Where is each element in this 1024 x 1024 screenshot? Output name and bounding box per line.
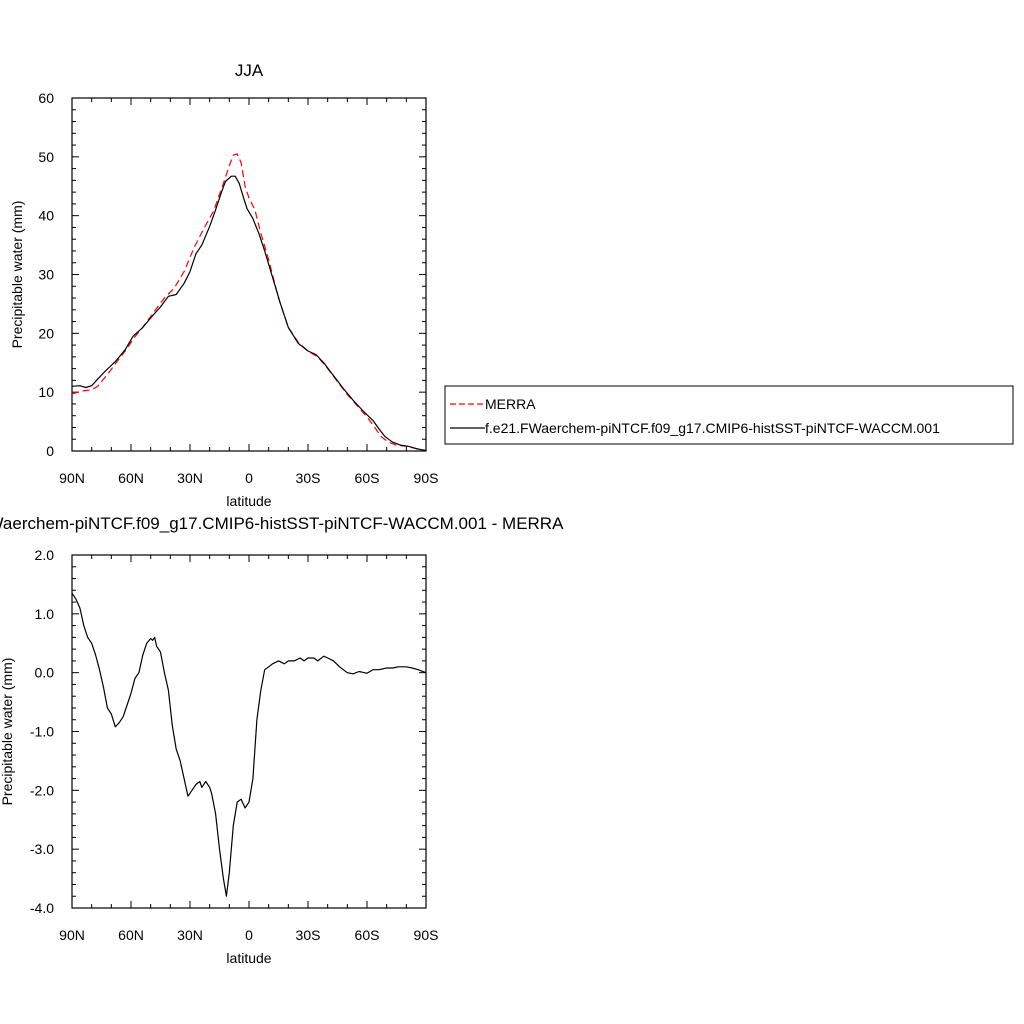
y-tick-label: -4.0 xyxy=(30,900,54,916)
x-tick-label: 30S xyxy=(296,470,321,486)
x-tick-label: 30N xyxy=(177,470,203,486)
x-tick-label: 60S xyxy=(355,927,380,943)
plot-frame xyxy=(71,97,427,452)
x-axis-label: latitude xyxy=(226,950,271,966)
y-tick-label: 60 xyxy=(38,90,54,106)
x-tick-label: 90N xyxy=(59,470,85,486)
x-tick-label: 0 xyxy=(245,470,253,486)
legend-entry: f.e21.FWaerchem-piNTCF.f09_g17.CMIP6-his… xyxy=(485,420,940,436)
x-tick-label: 30N xyxy=(177,927,203,943)
y-tick-label: -2.0 xyxy=(30,782,54,798)
legend-box xyxy=(444,385,1014,445)
legend-entry: MERRA xyxy=(485,396,536,412)
y-tick-label: -1.0 xyxy=(30,724,54,740)
x-axis-label: latitude xyxy=(226,493,271,509)
y-axis-label: Precipitable water (mm) xyxy=(0,658,15,806)
x-tick-label: 90S xyxy=(414,470,439,486)
y-tick-label: 50 xyxy=(38,149,54,165)
x-tick-label: 90S xyxy=(414,927,439,943)
y-tick-label: 30 xyxy=(38,267,54,283)
plot-frame xyxy=(71,554,427,909)
x-tick-label: 60N xyxy=(118,927,144,943)
bottom-panel: f.e21.FWaerchem-piNTCF.f09_g17.CMIP6-his… xyxy=(0,514,564,966)
legend: MERRA f.e21.FWaerchem-piNTCF.f09_g17.CMIP… xyxy=(444,385,1014,445)
chart-title: f.e21.FWaerchem-piNTCF.f09_g17.CMIP6-his… xyxy=(0,514,564,533)
y-axis-label: Precipitable water (mm) xyxy=(9,201,25,349)
top-panel: JJA 90N 60N 30N 0 30S 60S 90S 0 10 20 30 40 50 60 latit… xyxy=(9,61,1014,509)
chart-title: JJA xyxy=(235,61,264,80)
x-tick-label: 0 xyxy=(245,927,253,943)
y-tick-label: 0 xyxy=(46,443,54,459)
x-tick-label: 90N xyxy=(59,927,85,943)
y-tick-label: -3.0 xyxy=(30,841,54,857)
y-tick-label: 1.0 xyxy=(35,606,55,622)
series-line-0 xyxy=(71,153,427,451)
x-tick-label: 60N xyxy=(118,470,144,486)
series-line-1 xyxy=(71,175,427,451)
x-tick-label: 30S xyxy=(296,927,321,943)
y-tick-label: 0.0 xyxy=(35,665,55,681)
x-tick-label: 60S xyxy=(355,470,380,486)
y-tick-label: 40 xyxy=(38,208,54,224)
y-tick-label: 20 xyxy=(38,325,54,341)
series-line-0 xyxy=(71,592,427,897)
y-tick-label: 10 xyxy=(38,384,54,400)
y-tick-label: 2.0 xyxy=(35,547,55,563)
